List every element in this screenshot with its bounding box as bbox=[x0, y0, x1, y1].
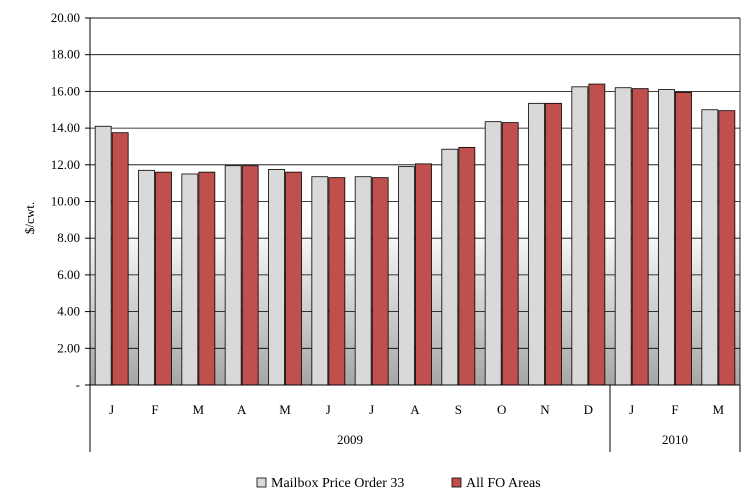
y-tick-label: - bbox=[76, 377, 80, 392]
axes: - 2.00 4.00 6.00 8.00 10.00 12.00 14.00 16.00 18.… bbox=[51, 10, 741, 452]
legend-label: Mailbox Price Order 33 bbox=[271, 476, 404, 491]
bar-mailbox-price bbox=[441, 148, 459, 386]
x-tick-label: A bbox=[237, 402, 247, 417]
bar-mailbox-price bbox=[138, 169, 155, 386]
bar-all-fo-areas bbox=[458, 146, 476, 386]
group-label: 2010 bbox=[662, 432, 688, 447]
bar-mailbox-price bbox=[224, 165, 242, 386]
bar-all-fo-areas bbox=[675, 91, 692, 386]
legend: Mailbox Price Order 33 All FO Areas bbox=[256, 476, 541, 491]
bar-all-fo-areas bbox=[198, 171, 216, 386]
y-tick-label: 16.00 bbox=[51, 83, 80, 98]
legend-swatch bbox=[256, 477, 267, 488]
x-tick-label: J bbox=[369, 402, 374, 417]
y-tick-label: 14.00 bbox=[51, 120, 80, 135]
bar-all-fo-areas bbox=[718, 110, 736, 386]
x-tick-label: F bbox=[671, 402, 678, 417]
bar-all-fo-areas bbox=[285, 171, 302, 386]
y-tick-label: 4.00 bbox=[57, 304, 80, 319]
bar-all-fo-areas bbox=[631, 88, 649, 386]
bar-mailbox-price bbox=[268, 168, 285, 386]
x-tick-label: M bbox=[279, 402, 291, 417]
group-label: 2009 bbox=[337, 432, 363, 447]
y-tick-label: 2.00 bbox=[57, 340, 80, 355]
bar-mailbox-price bbox=[311, 176, 329, 386]
x-tick-label: F bbox=[151, 402, 158, 417]
bar-mailbox-price bbox=[658, 89, 675, 386]
x-tick-label: J bbox=[629, 402, 634, 417]
y-tick-label: 6.00 bbox=[57, 267, 80, 282]
y-tick-label: 18.00 bbox=[51, 47, 80, 62]
bars bbox=[94, 83, 736, 386]
bar-mailbox-price bbox=[181, 173, 199, 386]
x-tick-label: D bbox=[584, 402, 593, 417]
bar-all-fo-areas bbox=[241, 165, 259, 386]
bar-all-fo-areas bbox=[371, 177, 389, 386]
x-tick-label: J bbox=[109, 402, 114, 417]
bar-mailbox-price bbox=[398, 166, 415, 386]
legend-label: All FO Areas bbox=[466, 476, 541, 491]
bar-all-fo-areas bbox=[415, 163, 432, 386]
bar-mailbox-price bbox=[571, 86, 589, 386]
x-tick-label: M bbox=[193, 402, 205, 417]
y-axis-title: $/cwt. bbox=[22, 202, 37, 234]
bar-all-fo-areas bbox=[545, 102, 562, 386]
x-tick-label: M bbox=[713, 402, 725, 417]
y-tick-label: 8.00 bbox=[57, 230, 80, 245]
bar-mailbox-price bbox=[614, 87, 632, 386]
y-tick-label: 12.00 bbox=[51, 157, 80, 172]
bar-all-fo-areas bbox=[328, 177, 346, 386]
y-tick-label: 10.00 bbox=[51, 194, 80, 209]
y-tick-label: 20.00 bbox=[51, 10, 80, 25]
x-tick-label: O bbox=[497, 402, 506, 417]
bar-all-fo-areas bbox=[111, 132, 129, 386]
legend-swatch bbox=[451, 477, 462, 488]
bar-mailbox-price bbox=[528, 102, 545, 386]
x-tick-label: S bbox=[455, 402, 462, 417]
x-tick-label: N bbox=[540, 402, 550, 417]
x-tick-label: J bbox=[326, 402, 331, 417]
x-tick-label: A bbox=[410, 402, 420, 417]
bar-mailbox-price bbox=[354, 176, 372, 386]
bar-all-fo-areas bbox=[501, 122, 519, 386]
bar-all-fo-areas bbox=[155, 171, 172, 386]
bar-all-fo-areas bbox=[588, 83, 606, 386]
bar-mailbox-price bbox=[701, 109, 719, 386]
bar-mailbox-price bbox=[94, 125, 112, 386]
bar-mailbox-price bbox=[484, 121, 502, 386]
